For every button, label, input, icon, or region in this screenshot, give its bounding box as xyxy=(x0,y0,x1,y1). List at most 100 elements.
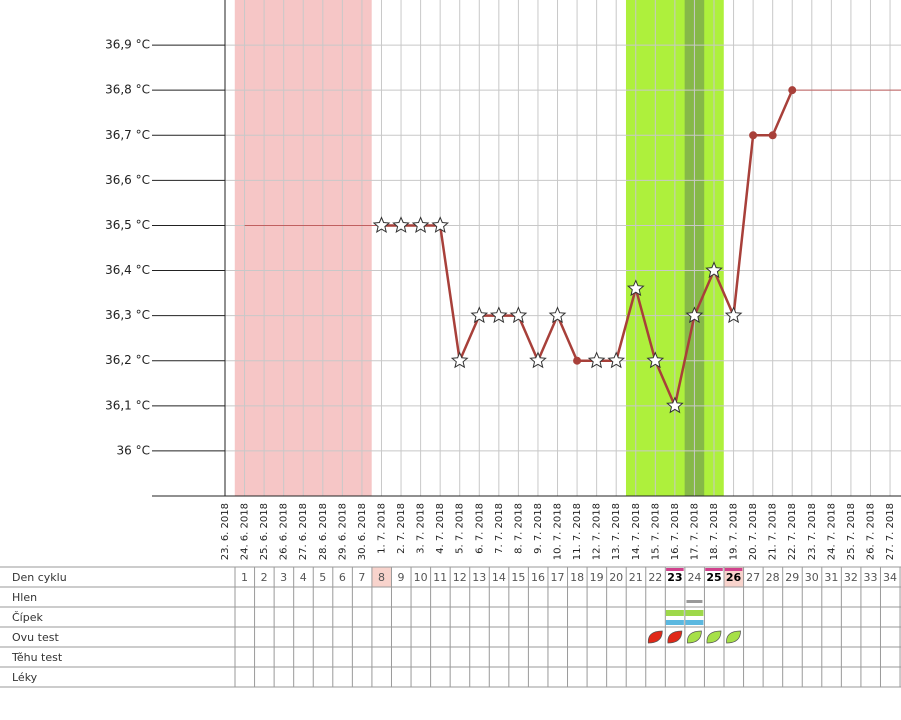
x-tick-label: 4. 7. 2018 xyxy=(435,503,446,554)
x-tick-label: 27. 6. 2018 xyxy=(298,503,309,560)
dot-marker xyxy=(573,356,582,365)
day-number: 27 xyxy=(746,571,760,584)
x-tick-label: 6. 7. 2018 xyxy=(474,503,485,554)
day-number: 17 xyxy=(551,571,565,584)
day-marker xyxy=(705,568,723,571)
star-marker xyxy=(587,351,606,369)
star-marker xyxy=(607,351,626,369)
y-tick-label: 36,5 °C xyxy=(105,218,150,232)
dot-marker xyxy=(788,86,797,95)
day-number: 34 xyxy=(883,571,897,584)
day-number: 10 xyxy=(414,571,428,584)
star-marker xyxy=(548,306,567,324)
x-tick-label: 24. 7. 2018 xyxy=(826,503,837,560)
day-number: 18 xyxy=(570,571,584,584)
row-label: Den cyklu xyxy=(12,571,67,584)
x-tick-label: 2. 7. 2018 xyxy=(396,503,407,554)
cervix-icon xyxy=(685,610,704,616)
x-tick-label: 30. 6. 2018 xyxy=(357,503,368,560)
cervix-icon xyxy=(665,610,684,616)
star-marker xyxy=(705,261,723,279)
dot-marker xyxy=(749,131,758,140)
day-number: 9 xyxy=(398,571,405,584)
day-number: 13 xyxy=(472,571,486,584)
x-tick-label: 10. 7. 2018 xyxy=(553,503,564,560)
ovulation-test-icon xyxy=(647,630,663,644)
ovulation-test-icon xyxy=(726,630,741,644)
x-tick-label: 25. 6. 2018 xyxy=(259,503,270,560)
x-tick-label: 23. 6. 2018 xyxy=(220,503,231,560)
day-number: 32 xyxy=(844,571,858,584)
x-tick-label: 14. 7. 2018 xyxy=(631,503,642,560)
day-number: 3 xyxy=(280,571,287,584)
x-tick-label: 24. 6. 2018 xyxy=(240,503,251,560)
day-number: 15 xyxy=(511,571,525,584)
x-tick-label: 17. 7. 2018 xyxy=(689,503,700,560)
x-tick-label: 28. 6. 2018 xyxy=(318,503,329,560)
day-number: 21 xyxy=(629,571,643,584)
day-number: 29 xyxy=(785,571,799,584)
day-number: 16 xyxy=(531,571,545,584)
day-marker xyxy=(666,568,684,571)
x-tick-label: 22. 7. 2018 xyxy=(787,503,798,560)
mucus-icon xyxy=(686,600,703,603)
y-tick-label: 36,3 °C xyxy=(105,308,150,322)
star-marker xyxy=(411,216,430,233)
x-tick-label: 13. 7. 2018 xyxy=(611,503,622,560)
day-number: 24 xyxy=(687,571,701,584)
star-marker xyxy=(685,306,704,324)
dot-marker xyxy=(768,131,777,140)
cervix-icon xyxy=(685,620,704,625)
day-number: 1 xyxy=(241,571,248,584)
day-number: 28 xyxy=(766,571,780,584)
star-marker xyxy=(724,306,743,324)
star-marker xyxy=(646,351,665,369)
x-tick-label: 15. 7. 2018 xyxy=(650,503,661,560)
x-tick-label: 19. 7. 2018 xyxy=(729,503,740,560)
x-tick-label: 12. 7. 2018 xyxy=(592,503,603,560)
x-tick-label: 5. 7. 2018 xyxy=(455,503,466,554)
star-marker xyxy=(392,216,410,233)
day-number: 19 xyxy=(590,571,604,584)
y-tick-label: 36,1 °C xyxy=(105,398,150,412)
day-highlight xyxy=(723,567,744,587)
day-number: 23 xyxy=(667,571,682,584)
row-label: Čípek xyxy=(12,611,43,624)
y-tick-label: 36,7 °C xyxy=(105,128,150,142)
star-marker xyxy=(489,306,508,324)
day-number: 8 xyxy=(378,571,385,584)
row-label: Hlen xyxy=(12,591,37,604)
x-tick-label: 26. 6. 2018 xyxy=(279,503,290,560)
row-label: Ovu test xyxy=(12,631,59,644)
star-marker xyxy=(509,306,528,324)
x-tick-label: 11. 7. 2018 xyxy=(572,503,583,560)
star-marker xyxy=(529,351,547,369)
day-number: 22 xyxy=(648,571,662,584)
day-number: 14 xyxy=(492,571,506,584)
day-number: 6 xyxy=(339,571,346,584)
ovulation-test-icon xyxy=(706,630,722,644)
star-marker xyxy=(626,279,645,297)
day-highlight xyxy=(371,567,392,587)
row-label: Léky xyxy=(12,671,38,684)
y-tick-label: 36,9 °C xyxy=(105,38,150,52)
star-marker xyxy=(431,216,450,233)
day-number: 30 xyxy=(805,571,819,584)
x-tick-label: 7. 7. 2018 xyxy=(494,503,505,554)
x-tick-label: 8. 7. 2018 xyxy=(513,503,524,554)
x-tick-label: 25. 7. 2018 xyxy=(846,503,857,560)
y-tick-label: 36 °C xyxy=(117,443,150,457)
day-number: 31 xyxy=(824,571,838,584)
day-number: 26 xyxy=(726,571,742,584)
x-tick-label: 27. 7. 2018 xyxy=(885,503,896,560)
x-tick-label: 18. 7. 2018 xyxy=(709,503,720,560)
ovulation-test-icon xyxy=(667,630,683,644)
day-number: 5 xyxy=(319,571,326,584)
x-tick-label: 9. 7. 2018 xyxy=(533,503,544,554)
day-number: 4 xyxy=(300,571,307,584)
x-tick-label: 20. 7. 2018 xyxy=(748,503,759,560)
temperature-line xyxy=(244,89,901,226)
temperature-line xyxy=(381,89,794,410)
day-number: 20 xyxy=(609,571,623,584)
